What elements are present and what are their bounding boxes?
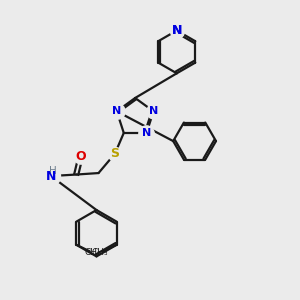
Text: O: O	[75, 150, 86, 163]
Text: S: S	[110, 147, 119, 160]
Text: CH₃: CH₃	[92, 248, 109, 257]
Text: N: N	[172, 24, 182, 37]
Text: N: N	[172, 24, 182, 37]
Text: N: N	[46, 169, 56, 182]
Text: N: N	[142, 128, 151, 138]
Text: N: N	[112, 106, 122, 116]
Text: H: H	[49, 166, 56, 176]
Text: CH₃: CH₃	[85, 248, 101, 257]
Text: N: N	[149, 106, 158, 116]
